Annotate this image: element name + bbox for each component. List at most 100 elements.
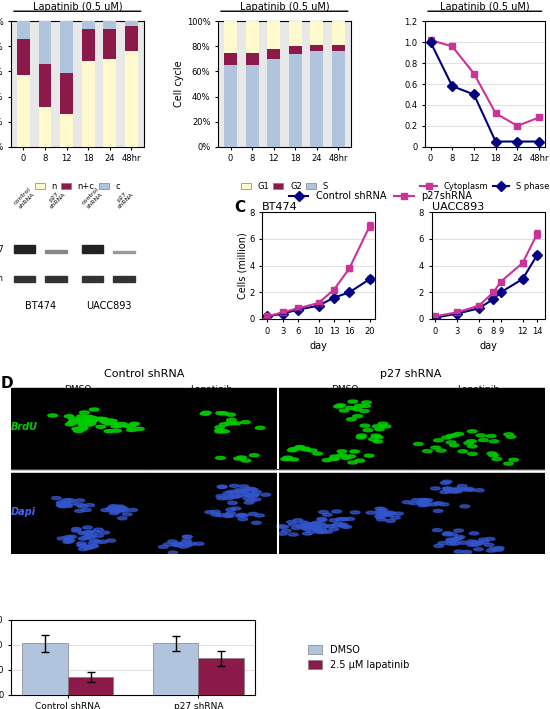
Circle shape xyxy=(299,521,308,524)
Circle shape xyxy=(288,449,297,452)
Circle shape xyxy=(383,513,393,516)
Circle shape xyxy=(292,527,301,530)
Circle shape xyxy=(480,540,489,543)
Circle shape xyxy=(215,430,224,433)
Circle shape xyxy=(67,535,76,538)
Text: UACC893: UACC893 xyxy=(86,301,131,311)
Circle shape xyxy=(223,515,233,518)
Circle shape xyxy=(89,545,98,548)
Circle shape xyxy=(323,530,332,533)
Circle shape xyxy=(465,489,475,491)
Circle shape xyxy=(237,513,246,516)
Circle shape xyxy=(72,529,81,532)
Bar xyxy=(60,21,73,73)
Circle shape xyxy=(80,423,89,426)
Circle shape xyxy=(183,535,192,538)
Circle shape xyxy=(364,454,374,457)
Circle shape xyxy=(356,436,366,439)
Bar xyxy=(144,388,278,469)
Circle shape xyxy=(216,457,225,459)
Circle shape xyxy=(229,484,239,487)
Bar xyxy=(39,64,52,106)
Circle shape xyxy=(100,420,109,423)
Circle shape xyxy=(458,484,467,488)
Bar xyxy=(199,659,244,695)
Circle shape xyxy=(232,422,241,425)
Circle shape xyxy=(249,454,259,457)
Circle shape xyxy=(116,509,126,512)
Circle shape xyxy=(329,519,339,522)
Circle shape xyxy=(446,441,456,444)
Circle shape xyxy=(318,530,328,533)
Circle shape xyxy=(107,507,116,510)
Bar xyxy=(411,473,544,554)
Circle shape xyxy=(239,514,249,517)
Circle shape xyxy=(172,542,182,546)
Circle shape xyxy=(75,503,85,506)
Circle shape xyxy=(87,416,96,419)
Circle shape xyxy=(467,543,476,547)
Circle shape xyxy=(346,406,355,409)
Circle shape xyxy=(69,419,79,422)
Circle shape xyxy=(417,502,427,505)
Circle shape xyxy=(411,498,421,502)
Circle shape xyxy=(316,530,326,533)
Circle shape xyxy=(108,505,118,508)
Circle shape xyxy=(224,422,234,425)
Circle shape xyxy=(113,424,123,427)
Circle shape xyxy=(246,487,256,491)
Circle shape xyxy=(85,503,95,507)
Bar xyxy=(81,21,95,29)
Circle shape xyxy=(86,534,96,537)
Circle shape xyxy=(217,485,227,489)
Circle shape xyxy=(304,524,313,527)
Circle shape xyxy=(348,400,358,403)
Circle shape xyxy=(77,542,86,545)
Bar xyxy=(267,49,280,59)
Circle shape xyxy=(64,540,74,542)
Circle shape xyxy=(342,525,351,528)
Text: BT474: BT474 xyxy=(25,301,57,311)
Bar xyxy=(224,21,237,52)
Circle shape xyxy=(443,487,453,491)
Circle shape xyxy=(235,514,245,517)
Circle shape xyxy=(104,430,114,432)
Title: Lapatinib (0.5 uM): Lapatinib (0.5 uM) xyxy=(440,2,530,12)
Circle shape xyxy=(211,513,221,516)
Circle shape xyxy=(492,457,502,461)
Circle shape xyxy=(377,508,386,511)
Circle shape xyxy=(317,518,327,521)
Circle shape xyxy=(423,498,433,502)
Circle shape xyxy=(449,444,459,447)
Circle shape xyxy=(226,508,235,511)
Circle shape xyxy=(464,487,474,491)
Circle shape xyxy=(309,523,318,526)
Circle shape xyxy=(450,542,460,545)
Circle shape xyxy=(214,429,224,432)
Circle shape xyxy=(205,510,214,513)
Circle shape xyxy=(341,457,350,459)
Circle shape xyxy=(418,498,428,501)
Circle shape xyxy=(360,410,369,413)
Circle shape xyxy=(316,530,326,533)
Circle shape xyxy=(76,415,86,418)
Circle shape xyxy=(243,493,252,496)
Circle shape xyxy=(509,458,519,462)
Circle shape xyxy=(312,521,322,524)
Circle shape xyxy=(468,452,477,455)
Circle shape xyxy=(455,535,465,539)
Circle shape xyxy=(298,525,308,528)
Circle shape xyxy=(215,425,224,429)
Circle shape xyxy=(110,509,119,512)
Text: Lapatinib: Lapatinib xyxy=(190,386,232,394)
Bar xyxy=(11,388,144,469)
Circle shape xyxy=(377,513,387,516)
Circle shape xyxy=(228,501,237,504)
Circle shape xyxy=(65,423,75,426)
Circle shape xyxy=(105,419,114,422)
Circle shape xyxy=(354,404,364,408)
Circle shape xyxy=(339,409,349,412)
Circle shape xyxy=(224,514,234,518)
Circle shape xyxy=(300,447,310,450)
Circle shape xyxy=(469,532,479,535)
